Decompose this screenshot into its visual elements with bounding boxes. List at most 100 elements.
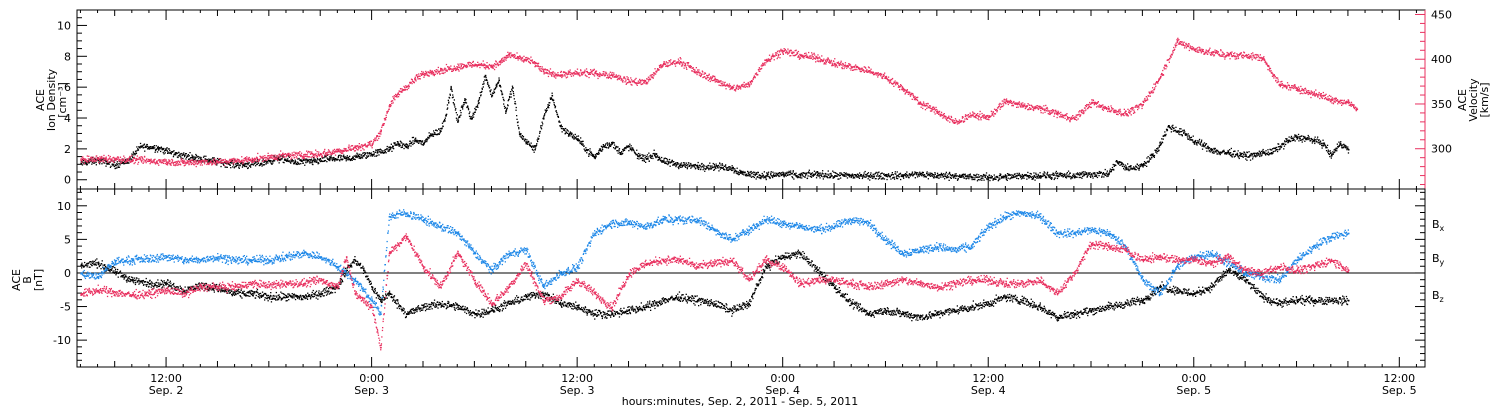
density-series-point: [663, 159, 665, 161]
density-series-point: [1336, 148, 1338, 150]
density-series-point: [1123, 168, 1125, 170]
density-series-point: [795, 172, 797, 174]
density-series-point: [457, 121, 459, 123]
density-series-point: [512, 91, 514, 93]
density-series-point: [94, 157, 96, 159]
density-series-point: [1242, 156, 1244, 158]
density-series-point: [766, 173, 768, 175]
velocity-series-point: [438, 71, 440, 74]
density-series-point: [951, 174, 953, 177]
density-series-point: [908, 173, 911, 175]
density-series-point: [809, 172, 811, 174]
density-series-point: [476, 104, 479, 106]
density-series-point: [1296, 135, 1298, 137]
density-series-point: [450, 88, 452, 91]
density-series-point: [501, 92, 503, 94]
density-series-point: [497, 82, 499, 84]
velocity-series-point: [369, 142, 371, 144]
density-series-point: [955, 177, 957, 179]
density-series-point: [535, 144, 538, 146]
density-series-point: [989, 179, 991, 182]
density-series-point: [349, 158, 351, 160]
density-series-point: [109, 166, 112, 168]
density-series-point: [243, 163, 245, 165]
density-series-point: [964, 173, 966, 175]
density-series-point: [588, 154, 590, 156]
density-series-point: [1318, 139, 1320, 141]
density-series-point: [553, 99, 555, 101]
velocity-series-point: [516, 57, 518, 59]
velocity-series: [80, 37, 1359, 168]
density-series-point: [583, 145, 585, 147]
density-series-point: [1148, 157, 1151, 159]
velocity-series-point: [553, 76, 556, 78]
density-series-point: [271, 163, 273, 165]
density-series-point: [899, 172, 902, 174]
density-series-point: [777, 174, 779, 176]
velocity-series-point: [494, 64, 497, 66]
velocity-series-point: [607, 74, 609, 76]
density-series-point: [693, 166, 696, 168]
velocity-series-point: [547, 75, 550, 78]
density-series-point: [314, 158, 316, 160]
density-series-point: [1196, 144, 1198, 146]
density-series-point: [105, 160, 108, 162]
density-series-point: [1176, 130, 1179, 132]
density-series-point: [1043, 173, 1045, 175]
density-series-point: [1332, 153, 1334, 155]
density-series-point: [609, 143, 611, 145]
velocity-series-point: [206, 159, 208, 162]
density-series-point: [389, 148, 392, 150]
density-series-point: [896, 171, 898, 173]
density-series-point: [862, 176, 864, 178]
density-series-point: [679, 163, 681, 165]
density-series-point: [319, 158, 321, 160]
density-series-point: [234, 159, 236, 161]
density-series-point: [622, 149, 625, 151]
density-series-point: [1024, 174, 1026, 177]
density-series-point: [514, 101, 516, 103]
density-series-point: [847, 173, 850, 176]
density-series-point: [1276, 146, 1278, 149]
density-series-point: [727, 169, 729, 171]
density-series-point: [817, 171, 819, 174]
velocity-series-point: [448, 66, 451, 68]
density-series-point: [1123, 166, 1125, 168]
density-series-point: [498, 84, 501, 86]
density-series-point: [1020, 178, 1023, 180]
density-series-point: [108, 163, 110, 165]
density-series-point: [1061, 173, 1063, 175]
density-series-point: [919, 171, 921, 173]
density-series-point: [1181, 135, 1183, 137]
density-series-point: [1166, 129, 1169, 131]
density-series-point: [343, 156, 345, 158]
density-series-point: [479, 91, 481, 94]
density-series-point: [438, 133, 440, 135]
density-series-point: [1342, 147, 1345, 149]
velocity-series-point: [242, 161, 245, 164]
density-series-point: [449, 94, 451, 96]
velocity-series-point: [599, 75, 601, 78]
density-series-point: [1301, 135, 1303, 137]
density-series-point: [401, 142, 403, 144]
velocity-series-point: [146, 158, 148, 160]
density-series-point: [887, 174, 889, 176]
density-series-point: [719, 166, 722, 169]
density-series-point: [967, 176, 969, 178]
velocity-series-point: [289, 155, 292, 158]
density-series-point: [668, 158, 671, 161]
density-series-point: [355, 155, 358, 158]
density-series-point: [1105, 174, 1107, 176]
velocity-series-point: [342, 152, 344, 154]
density-series-point: [905, 173, 908, 175]
velocity-series-point: [521, 57, 524, 59]
density-series-point: [676, 163, 678, 165]
velocity-series-point: [459, 67, 461, 69]
density-series-point: [702, 166, 704, 168]
density-series-point: [154, 151, 156, 153]
density-series-point: [980, 175, 982, 177]
density-series-point: [952, 176, 954, 178]
density-series-point: [484, 74, 487, 77]
velocity-series-point: [308, 156, 311, 158]
velocity-series-point: [361, 144, 363, 146]
